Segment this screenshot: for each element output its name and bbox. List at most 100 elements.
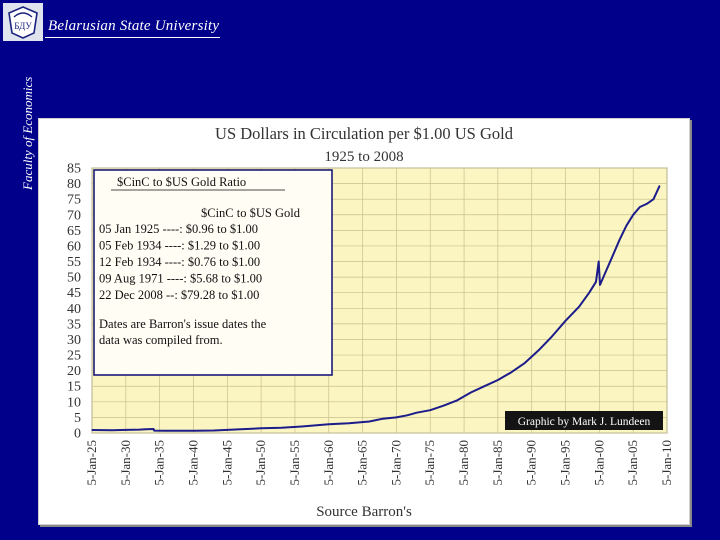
university-logo: БДУ bbox=[3, 3, 43, 41]
x-tick-label: 5-Jan-80 bbox=[456, 440, 471, 486]
x-tick-label: 5-Jan-75 bbox=[422, 440, 437, 486]
series-point bbox=[416, 412, 418, 414]
legend-box: $CinC to $US Gold Ratio $CinC to $US Gold… bbox=[93, 169, 333, 376]
series-point bbox=[443, 404, 445, 407]
y-tick-label: 10 bbox=[67, 395, 81, 410]
series-point bbox=[510, 371, 513, 373]
series-point bbox=[588, 292, 590, 294]
series-point bbox=[280, 427, 283, 429]
chart-subtitle: 1925 to 2008 bbox=[324, 149, 403, 165]
y-tick-label: 65 bbox=[67, 224, 81, 239]
x-tick-label: 5-Jan-30 bbox=[118, 440, 133, 486]
x-tick-label: 5-Jan-95 bbox=[558, 440, 573, 486]
y-tick-label: 20 bbox=[67, 364, 81, 379]
faculty-name: Faculty of Economics bbox=[20, 76, 35, 190]
x-tick-label: 5-Jan-90 bbox=[524, 440, 539, 486]
series-point bbox=[598, 260, 600, 263]
series-point bbox=[328, 423, 330, 425]
series-point bbox=[192, 430, 194, 432]
y-tick-label: 35 bbox=[67, 317, 81, 332]
series-point bbox=[652, 198, 655, 200]
legend-row: 05 Jan 1925 ----: $0.96 to $1.00 bbox=[99, 222, 258, 236]
x-tick-label: 5-Jan-00 bbox=[591, 440, 606, 486]
x-tick-label: 5-Jan-25 bbox=[84, 440, 99, 486]
series-point bbox=[368, 420, 370, 423]
x-tick-label: 5-Jan-45 bbox=[219, 440, 234, 486]
x-tick-label: 5-Jan-35 bbox=[152, 440, 167, 486]
series-point bbox=[179, 430, 181, 432]
y-tick-label: 55 bbox=[67, 255, 81, 270]
y-tick-label: 30 bbox=[67, 333, 81, 348]
series-point bbox=[456, 399, 458, 401]
series-point bbox=[213, 429, 215, 432]
legend-title: $CinC to $US Gold Ratio bbox=[117, 175, 246, 189]
series-point bbox=[138, 428, 140, 431]
series-point bbox=[260, 427, 262, 429]
series-point bbox=[605, 270, 607, 272]
y-tick-label: 40 bbox=[67, 302, 81, 317]
legend-row: 09 Aug 1971 ----: $5.68 to $1.00 bbox=[99, 272, 262, 286]
series-point bbox=[632, 214, 634, 216]
series-point bbox=[595, 281, 597, 283]
series-point bbox=[551, 335, 553, 337]
y-tick-label: 70 bbox=[67, 208, 81, 223]
legend-row: 12 Feb 1934 ----: $0.76 to $1.00 bbox=[99, 255, 260, 269]
series-point bbox=[111, 429, 113, 431]
series-point bbox=[152, 428, 155, 430]
credit-background bbox=[505, 411, 663, 430]
series-point bbox=[125, 429, 127, 431]
series-point bbox=[226, 429, 228, 431]
legend-note: Dates are Barron's issue dates the bbox=[99, 317, 267, 331]
legend-column-header: $CinC to $US Gold bbox=[201, 206, 301, 220]
series-point bbox=[165, 430, 168, 432]
series-point bbox=[497, 379, 499, 381]
x-tick-label: 5-Jan-50 bbox=[253, 440, 268, 486]
series-point bbox=[145, 428, 147, 430]
credit-text: Graphic by Mark J. Lundeen bbox=[518, 416, 651, 428]
x-tick-label: 5-Jan-55 bbox=[287, 440, 302, 486]
series-point bbox=[470, 391, 472, 394]
y-tick-label: 15 bbox=[67, 380, 81, 395]
series-point bbox=[564, 320, 567, 322]
x-tick-label: 5-Jan-65 bbox=[355, 440, 370, 486]
series-point bbox=[578, 306, 580, 308]
y-tick-label: 0 bbox=[74, 427, 81, 442]
y-tick-label: 85 bbox=[67, 162, 81, 177]
legend-row: 22 Dec 2008 --: $79.28 to $1.00 bbox=[99, 288, 259, 302]
y-tick-label: 80 bbox=[67, 177, 81, 192]
chart-title: US Dollars in Circulation per $1.00 US G… bbox=[215, 124, 514, 143]
y-tick-label: 60 bbox=[67, 239, 81, 254]
series-point bbox=[382, 418, 384, 420]
x-tick-label: 5-Jan-40 bbox=[185, 440, 200, 486]
y-tick-label: 45 bbox=[67, 286, 81, 301]
header-rule bbox=[45, 37, 220, 38]
series-point bbox=[395, 416, 398, 419]
chart-panel: US Dollars in Circulation per $1.00 US G… bbox=[38, 118, 690, 525]
x-tick-label: 5-Jan-10 bbox=[659, 440, 674, 486]
y-tick-label: 75 bbox=[67, 193, 81, 208]
legend-frame bbox=[93, 169, 333, 376]
series-point bbox=[406, 414, 408, 416]
series-point bbox=[619, 239, 621, 241]
x-tick-label: 5-Jan-60 bbox=[321, 440, 336, 486]
legend-note: data was compiled from. bbox=[99, 333, 223, 347]
series-point bbox=[612, 254, 614, 256]
series-point bbox=[599, 284, 601, 286]
series-point bbox=[348, 422, 350, 424]
series-point bbox=[153, 430, 155, 432]
logo-text: БДУ bbox=[14, 21, 32, 31]
y-tick-label: 5 bbox=[74, 411, 81, 426]
series-point bbox=[658, 185, 661, 187]
legend-row: 05 Feb 1934 ----: $1.29 to $1.00 bbox=[99, 239, 260, 253]
chart-svg: US Dollars in Circulation per $1.00 US G… bbox=[67, 124, 674, 520]
y-tick-label: 25 bbox=[67, 349, 81, 364]
series-point bbox=[429, 409, 431, 411]
series-point bbox=[91, 429, 93, 431]
x-axis-label: Source Barron's bbox=[316, 504, 412, 520]
series-point bbox=[301, 425, 303, 428]
x-tick-label: 5-Jan-05 bbox=[625, 440, 640, 486]
series-point bbox=[524, 362, 526, 364]
university-name: Belarusian State University bbox=[48, 18, 220, 34]
y-tick-label: 50 bbox=[67, 271, 81, 286]
x-tick-label: 5-Jan-70 bbox=[388, 440, 403, 486]
